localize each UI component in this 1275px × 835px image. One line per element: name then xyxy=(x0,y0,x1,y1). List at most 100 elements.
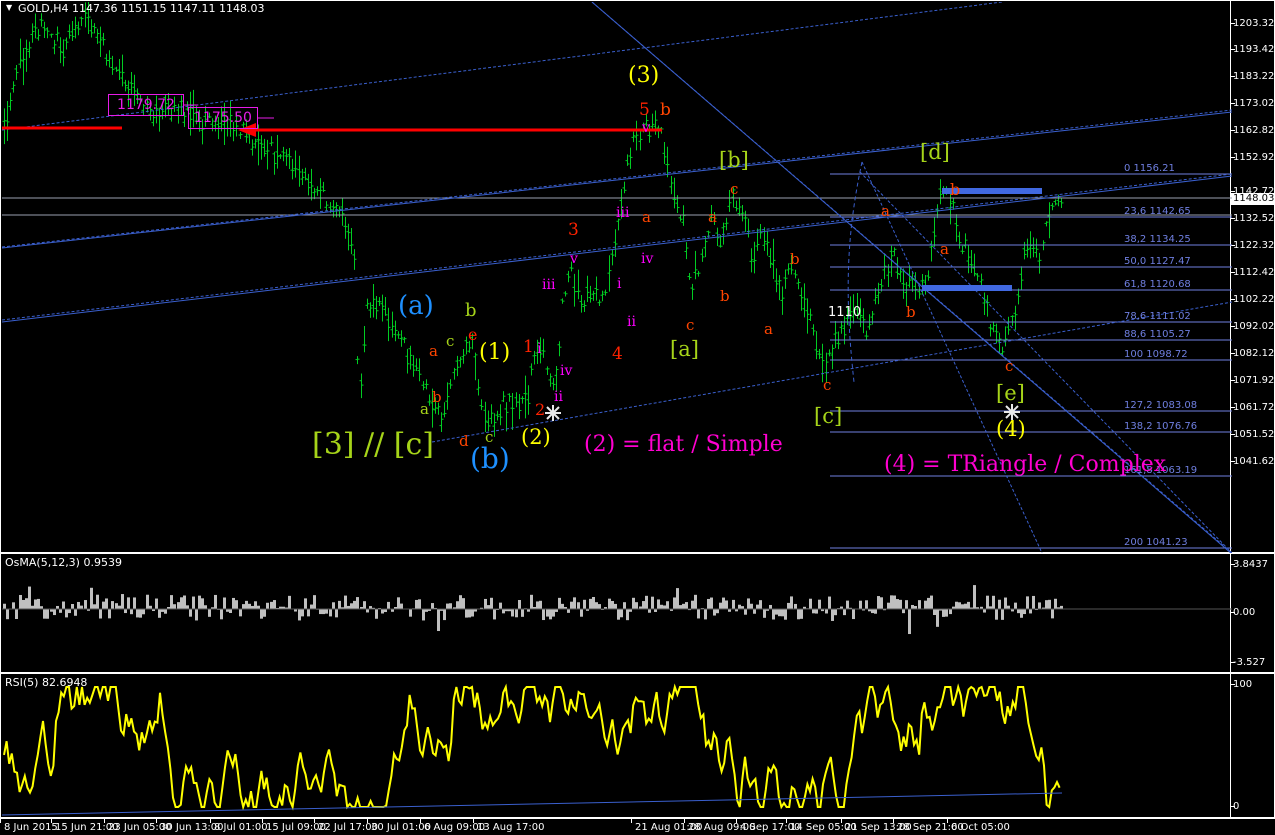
time-tick xyxy=(156,819,157,823)
price-tick-label: 1132.52 xyxy=(1233,213,1275,224)
rsi-scale: 100 0 xyxy=(1230,674,1274,817)
current-price-badge: 1148.03 xyxy=(1231,193,1275,205)
scale-tickmark xyxy=(1231,806,1235,807)
scale-tickmark xyxy=(1231,380,1235,381)
scale-tickmark xyxy=(1231,353,1235,354)
price-tick-label: 1193.42 xyxy=(1233,44,1275,55)
note-triangle-complex: (4) = TRiangle / Complex xyxy=(884,452,1167,477)
time-axis-label: 6 Aug 09:00 xyxy=(424,822,486,833)
star-markers xyxy=(545,404,1020,421)
wave-label-d: d xyxy=(459,432,469,450)
time-tick xyxy=(786,819,787,823)
time-tick xyxy=(51,819,52,823)
wave-label-5: 5 xyxy=(639,100,650,120)
fibonacci-level-label: 23,6 1142.65 xyxy=(1124,206,1191,217)
time-axis-label: 28 Aug 09:00 xyxy=(688,822,756,833)
indicator-tick-label: 0 xyxy=(1233,801,1240,812)
time-axis[interactable]: 8 Jun 2015 15 Jun 21:00 23 Jun 05:00 30 Jun… xyxy=(0,818,1275,835)
wave-label-bracket-d: [d] xyxy=(920,140,950,164)
scale-tickmark xyxy=(1231,23,1235,24)
wave-label-2: 2 xyxy=(535,400,546,419)
fibonacci-level-label: 61,8 1120.68 xyxy=(1124,279,1191,290)
price-tick-label: 1092.02 xyxy=(1233,321,1275,332)
wave-label-i: i xyxy=(537,341,542,357)
price-scale[interactable]: 1203.32 1193.42 1183.22 1173.02 1162.82 1152.… xyxy=(1230,1,1274,552)
wave-label-i-2: i xyxy=(617,276,622,292)
wave-label-b-right: b xyxy=(906,303,916,321)
wave-label-3: 3 xyxy=(568,220,579,240)
wave-label-c-olive: c xyxy=(446,332,455,350)
wave-label-bracket-b: [b] xyxy=(719,148,749,172)
price-tick-label: 1112.42 xyxy=(1233,267,1275,278)
wave-label-b-top: b xyxy=(660,100,671,120)
wave-label-a-mid2: a xyxy=(708,208,717,226)
wave-label-bracket-c-right: [c] xyxy=(814,404,843,428)
wave-label-a-right2: a xyxy=(940,240,949,258)
scale-tickmark xyxy=(1231,662,1235,663)
scale-tickmark xyxy=(1231,326,1235,327)
wave-label-bracket-a: [a] xyxy=(670,337,699,361)
time-tick xyxy=(947,819,948,823)
wave-label-4-parenthesis: (4) xyxy=(996,417,1026,441)
price-tick-label: 1183.22 xyxy=(1233,71,1275,82)
fibonacci-level-label: 0 1156.21 xyxy=(1124,163,1175,174)
wave-label-c-right: c xyxy=(1005,357,1014,375)
indicator-tick-label: 0.00 xyxy=(1233,607,1256,618)
wave-label-iii: iii xyxy=(542,277,556,293)
symbol-header: GOLD,H4 1147.36 1151.15 1147.11 1148.03 xyxy=(18,2,265,15)
indicator-tick-label: 100 xyxy=(1233,679,1253,690)
time-axis-label: 30 Jul 01:00 xyxy=(371,822,431,833)
wave-label-c-olive2: c xyxy=(485,428,494,446)
time-axis-label: 8 Jun 2015 xyxy=(4,822,58,833)
wave-label-a-parenthesis: (a) xyxy=(398,291,434,321)
scale-tickmark xyxy=(1231,434,1235,435)
time-tick xyxy=(631,819,632,823)
price-tick-label: 1102.22 xyxy=(1233,294,1275,305)
price-plot-area[interactable]: 0 1156.21 23,6 1142.65 38,2 1134.25 50,0 11… xyxy=(2,2,1232,553)
price-box-label[interactable]: 1179.72 xyxy=(108,94,184,116)
scale-tickmark xyxy=(1231,272,1235,273)
time-tick xyxy=(314,819,315,823)
scale-tickmark xyxy=(1231,245,1235,246)
wave-label-e: e xyxy=(468,325,478,344)
indicator-tick-label: -3.527 xyxy=(1233,657,1266,668)
price-box-label[interactable]: 1175.50 xyxy=(188,107,258,129)
time-axis-label: 15 Jul 09:00 xyxy=(266,822,326,833)
label-3-slash-c: [3] // [c] xyxy=(312,427,434,462)
chart-drawings[interactable] xyxy=(2,2,1232,553)
price-tick-label: 1051.52 xyxy=(1233,429,1275,440)
time-tick xyxy=(210,819,211,823)
indicator-tick-label: 3.8437 xyxy=(1233,559,1268,570)
scale-tickmark xyxy=(1231,76,1235,77)
wave-label-4: 4 xyxy=(612,344,623,364)
wave-label-c-right2: c xyxy=(823,376,832,394)
price-tick-label: 1122.32 xyxy=(1233,240,1275,251)
rsi-indicator-panel[interactable]: 100 0 xyxy=(0,673,1275,818)
fibonacci-level-label: 78,6 1111.02 xyxy=(1124,311,1191,322)
wave-label-a-mid: a xyxy=(642,208,651,226)
chevron-down-icon[interactable]: ▼ xyxy=(6,3,13,12)
wave-label-b-left: b xyxy=(432,388,442,406)
fibonacci-level-label: 100 1098.72 xyxy=(1124,349,1188,360)
wave-label-iv: iv xyxy=(641,251,654,267)
wave-label-ii-2: ii xyxy=(627,314,636,330)
wave-label-b-parenthesis: (b) xyxy=(470,442,510,475)
fibonacci-level-label: 50,0 1127.47 xyxy=(1124,256,1191,267)
wave-label-a-right1: a xyxy=(881,202,890,220)
price-level-1110: 1110 xyxy=(828,305,862,320)
price-tick-label: 1173.02 xyxy=(1233,98,1275,109)
scale-tickmark xyxy=(1231,407,1235,408)
note-flat-simple: (2) = flat / Simple xyxy=(584,432,783,457)
price-chart-panel[interactable]: 0 1156.21 23,6 1142.65 38,2 1134.25 50,0 11… xyxy=(0,0,1275,553)
osma-indicator-panel[interactable]: 3.8437 0.00 -3.527 xyxy=(0,553,1275,673)
time-axis-label: 13 Aug 17:00 xyxy=(477,822,545,833)
time-tick xyxy=(684,819,685,823)
wave-label-b-mid: b xyxy=(720,287,730,305)
wave-label-a-left: a xyxy=(429,342,438,360)
wave-label-iv-2: iv xyxy=(560,363,573,379)
scale-tickmark xyxy=(1231,130,1235,131)
wave-label-1-parenthesis: (1) xyxy=(479,340,511,365)
scale-tickmark xyxy=(1231,157,1235,158)
scale-tickmark xyxy=(1231,49,1235,50)
